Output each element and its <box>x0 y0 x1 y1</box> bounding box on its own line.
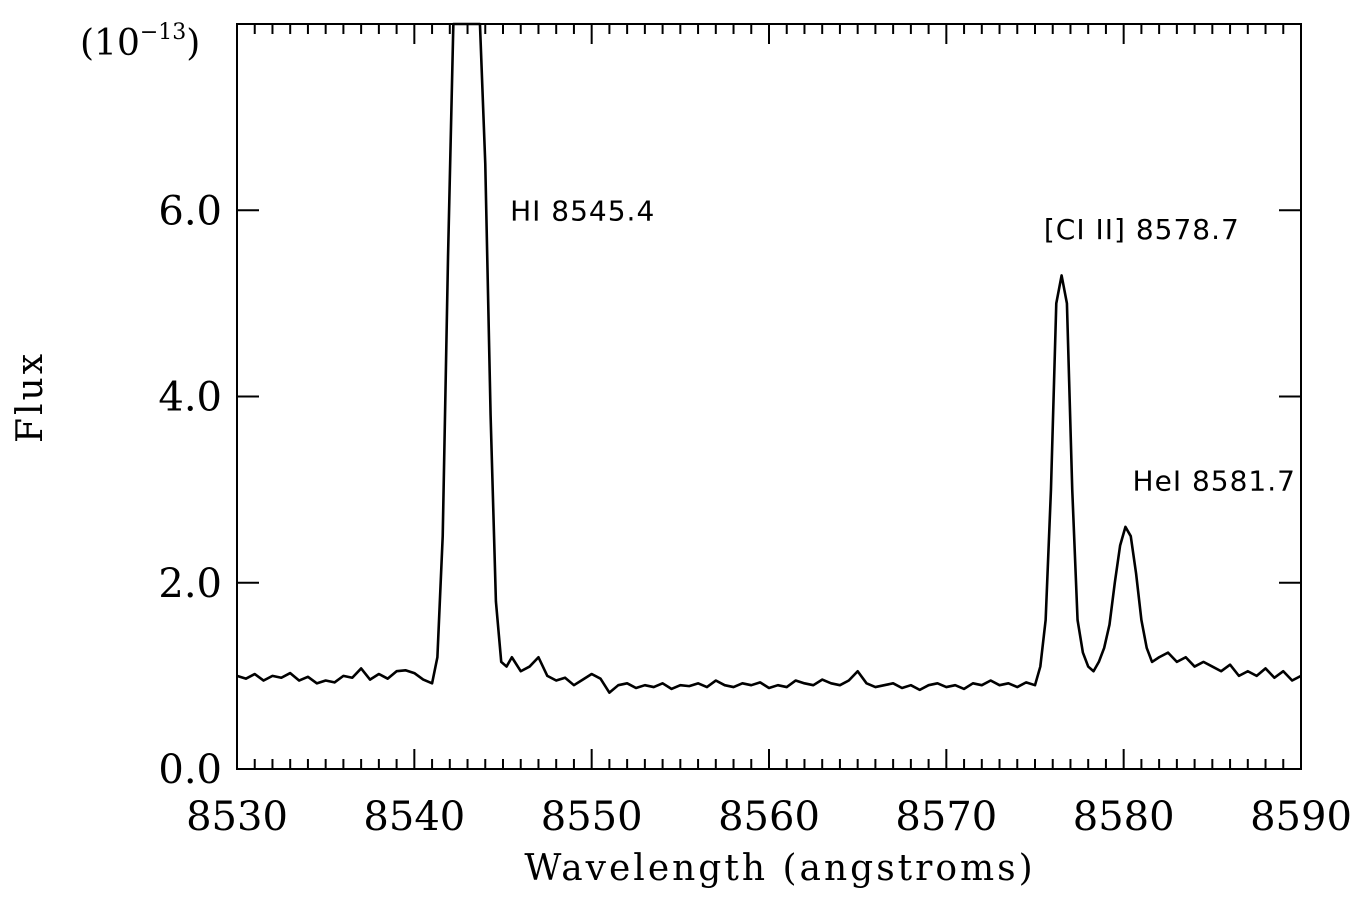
tick-labels: 8530 8540 8550 8560 8570 8580 8590 0.0 2.0 4.0 6.0 <box>158 188 1352 840</box>
plot-frame <box>236 23 1302 770</box>
line-annotation: [CI II] 8578.7 <box>1044 213 1240 246</box>
x-tick-label: 8550 <box>541 794 643 840</box>
line-annotation: HI 8545.4 <box>510 194 655 227</box>
x-axis-label: Wavelength (angstroms) <box>524 848 1035 889</box>
plot-border <box>236 23 1302 770</box>
line-annotation: HeI 8581.7 <box>1133 464 1296 497</box>
y-scale-exponent: −13 <box>140 20 186 45</box>
x-tick-label: 8560 <box>718 794 820 840</box>
y-scale-suffix: ) <box>186 23 200 64</box>
y-tick-label: 0.0 <box>158 747 222 793</box>
x-tick-label: 8530 <box>186 794 288 840</box>
y-tick-label: 4.0 <box>158 375 222 421</box>
y-axis-label: Flux <box>10 351 51 443</box>
y-scale-factor: (10−13) <box>80 20 200 64</box>
y-tick-label: 6.0 <box>158 188 222 234</box>
x-tick-label: 8540 <box>363 794 465 840</box>
line-annotations: HI 8545.4 [CI II] 8578.7 HeI 8581.7 <box>510 194 1296 497</box>
axis-ticks <box>236 24 1302 770</box>
y-scale-prefix: (10 <box>80 23 140 64</box>
x-tick-label: 8580 <box>1073 794 1175 840</box>
x-tick-label: 8570 <box>895 794 997 840</box>
x-tick-label: 8590 <box>1250 794 1352 840</box>
y-tick-label: 2.0 <box>158 561 222 607</box>
spectrum-line <box>236 22 1302 694</box>
